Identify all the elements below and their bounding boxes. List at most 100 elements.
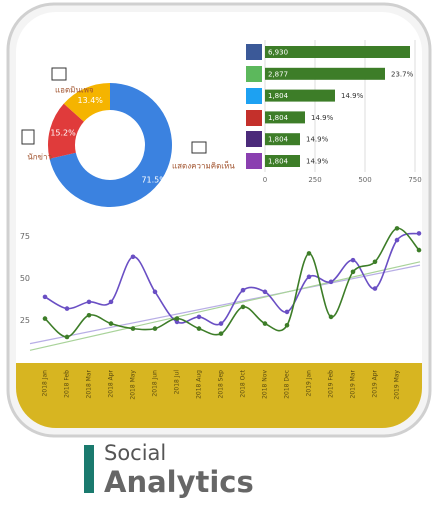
bar [265,133,300,146]
bar [265,155,300,167]
x-tick-label: 2018 Jul [174,370,181,395]
point [218,331,224,336]
slice-label: 15.2% [50,128,76,137]
donut-slice [48,103,84,159]
x-tick-label: 2018 May [130,370,137,400]
slice-label: 71.5% [141,176,167,185]
trendline [29,264,421,345]
content: 71.5% แสดงความคิดเห็น 15.2% นักข่าว 13.4%แอด… [16,40,422,428]
point [196,326,202,331]
twitter-icon [246,88,262,104]
point [306,274,312,280]
donut-slice [63,83,110,122]
point [42,294,48,300]
point [394,226,400,231]
point [152,326,158,331]
point [218,321,224,326]
comment-icon [191,141,207,154]
count-label: 2,877 [268,70,288,78]
card [16,12,422,428]
x-tick-label: 2019 May [394,370,401,400]
x-tick-label: 2019 Jan [306,370,313,397]
x-tick-label: 2019 Mar [350,369,357,398]
x-tick-label: 2018 Aug [196,370,203,399]
point [42,316,48,321]
point [350,269,356,275]
point [240,287,246,293]
count-label: 1,804 [268,114,289,122]
caption-line1: Social [104,441,166,465]
x-tick-label: 2019 Apr [372,369,379,397]
category-label: แสดงความคิดเห็น [172,161,235,171]
point [284,309,290,315]
forum-icon [246,153,262,169]
caption-line2: Analytics [104,465,254,499]
point [108,321,114,326]
y-tick-label: 50 [20,274,30,283]
donut-slice [49,83,172,207]
point [130,326,136,331]
x-tick-label: 2019 Feb [328,370,335,398]
count-label: 1,804 [268,136,289,144]
bar [265,46,410,58]
trendline [29,261,421,351]
point [174,319,180,325]
x-tick-label: 2018 Feb [64,370,71,398]
point [416,231,422,236]
x-tick-label: 2018 Sep [218,370,225,399]
point [372,286,378,291]
x-tick-label: 500 [358,176,371,184]
share-label: 23.7% [391,70,414,78]
y-tick-label: 25 [20,316,30,325]
bar [265,67,385,80]
point [152,289,158,295]
point [108,299,114,305]
bar [265,111,305,124]
y-tick-label: 75 [20,232,30,241]
line-icon [246,66,262,82]
point [328,279,334,285]
point [350,257,356,263]
category-label: นักข่าว [27,153,52,162]
point [240,304,246,310]
point [86,299,92,305]
point [86,312,92,318]
point [262,289,268,295]
bar [265,89,335,102]
point [284,322,290,328]
share-label: 14.9% [311,114,334,122]
count-label: 6,930 [268,49,288,57]
facebook-icon [246,44,262,60]
date-band [16,363,422,428]
point [196,314,202,320]
share-label: 14.9% [341,92,364,100]
share-label: 14.9% [306,136,329,144]
x-tick-label: 2018 Jan [42,370,49,397]
category-label: แอดมินเพจ [55,86,94,95]
share-label: 14.9% [306,158,329,166]
admin-icon [51,67,67,81]
point [130,254,136,260]
point [64,306,70,311]
point [416,247,422,253]
caption-bar [84,445,94,493]
x-tick-label: 0 [263,176,267,184]
point [328,314,334,320]
youtube-icon [246,110,262,126]
x-tick-label: 2018 Nov [262,370,269,399]
x-tick-label: 2018 Oct [240,369,247,397]
point [262,321,268,326]
slice-label: 13.4% [77,96,103,105]
count-label: 1,804 [268,158,289,166]
point [306,251,312,256]
point [64,334,70,340]
x-tick-label: 750 [408,176,421,184]
x-tick-label: 2018 Jun [152,370,159,397]
point [174,316,180,321]
x-tick-label: 2018 Apr [108,369,115,397]
x-tick-label: 2018 Dec [284,370,291,399]
pantip-icon [246,131,262,147]
x-tick-label: 2018 Mar [86,369,93,398]
point [394,237,400,243]
